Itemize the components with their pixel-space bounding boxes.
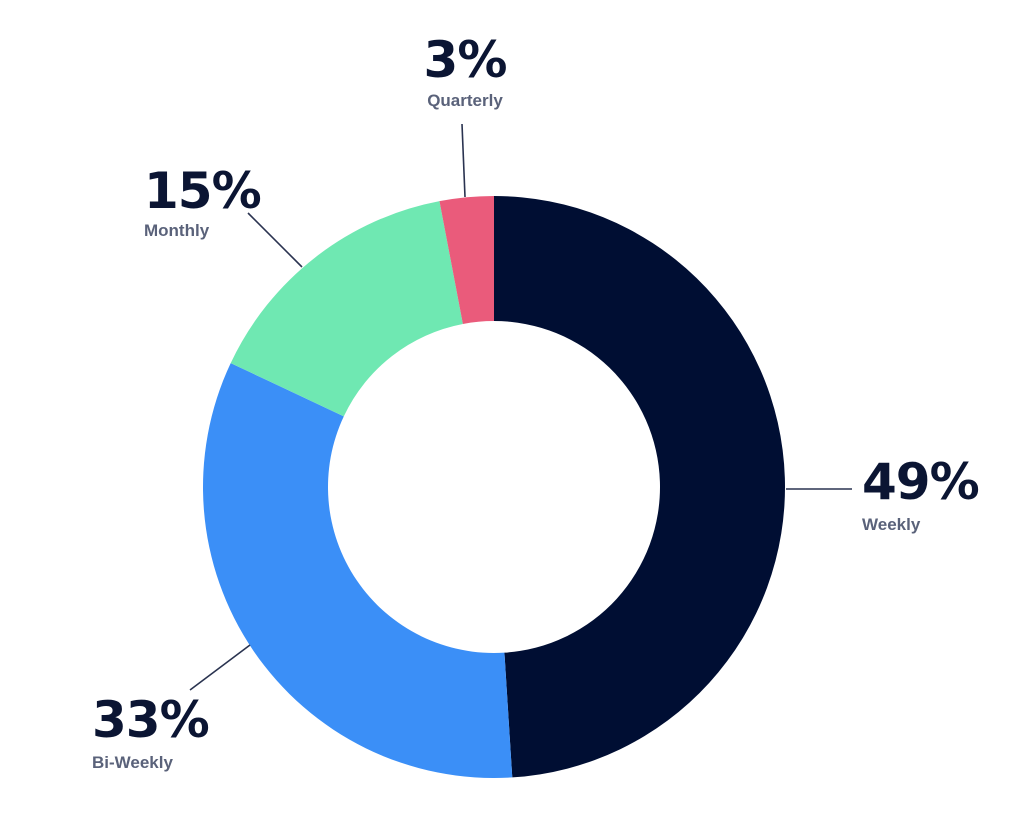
leader-line-quarterly	[461, 123, 466, 198]
category-label-quarterly: Quarterly	[427, 91, 503, 110]
value-label-monthly: 15%	[144, 162, 261, 220]
value-label-bi-weekly: 33%	[92, 691, 209, 749]
leader-line-monthly	[247, 212, 303, 268]
slice-bi-weekly	[202, 363, 513, 778]
value-label-weekly: 49%	[862, 453, 979, 511]
donut-slices	[202, 196, 785, 778]
slice-quarterly	[439, 196, 494, 324]
category-label-bi-weekly: Bi-Weekly	[92, 753, 173, 772]
value-label-quarterly: 3%	[424, 31, 507, 89]
slice-monthly	[230, 201, 463, 417]
slice-weekly	[494, 196, 785, 778]
leader-line-bi-weekly	[189, 644, 251, 691]
category-label-weekly: Weekly	[862, 515, 921, 534]
slice-annotations: 49% Weekly 33% Bi-Weekly 15%Monthly 3% Quarter…	[92, 31, 980, 772]
category-label-monthly: Monthly	[144, 221, 210, 240]
